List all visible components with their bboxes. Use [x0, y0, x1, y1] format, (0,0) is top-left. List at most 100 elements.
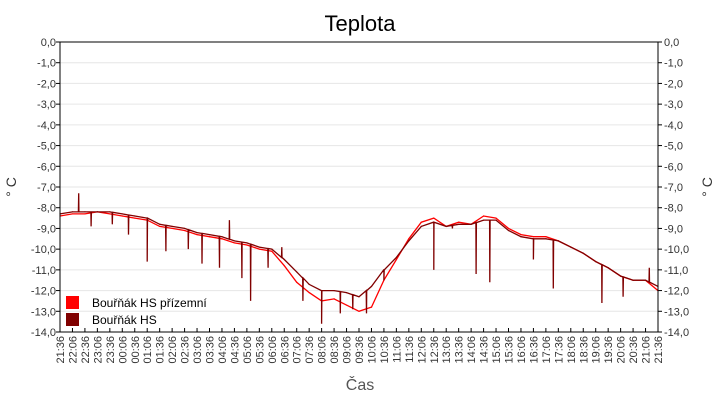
x-tick-label: 17:06: [541, 336, 553, 364]
data-point: [545, 238, 547, 240]
y-tick-label: -13,0: [31, 306, 56, 318]
data-point: [408, 240, 410, 242]
data-point: [183, 229, 186, 232]
data-point: [159, 225, 161, 227]
data-point: [620, 275, 622, 277]
y-tick-label: -5,0: [37, 141, 56, 153]
y-tick-label: -9,0: [664, 223, 683, 235]
data-point: [121, 213, 123, 215]
data-point: [408, 238, 410, 240]
data-point: [632, 279, 634, 281]
data-point: [570, 246, 572, 248]
y-tick-label: -11,0: [32, 265, 56, 277]
data-point: [395, 258, 397, 261]
data-point: [557, 240, 559, 242]
data-point: [171, 225, 173, 227]
y-tick-label: -8,0: [37, 203, 56, 215]
data-point: [221, 236, 223, 238]
data-point: [433, 217, 435, 219]
y-tick-label: -4,0: [37, 120, 56, 132]
x-tick-label: 17:36: [553, 336, 565, 364]
legend-swatch-prizemni: [66, 296, 79, 309]
x-tick-label: 11:06: [391, 336, 403, 363]
data-point: [271, 248, 273, 250]
data-point: [71, 211, 74, 213]
data-point: [308, 292, 310, 294]
x-tick-label: 01:06: [142, 336, 154, 364]
legend-label-prizemni: Bouřňák HS přízemní: [92, 296, 207, 310]
y-tick-label: -10,0: [31, 244, 56, 256]
x-tick-label: 13:06: [441, 336, 453, 364]
x-tick-label: 02:06: [167, 336, 179, 364]
y-tick-label: -11,0: [664, 265, 688, 277]
data-point: [520, 234, 522, 236]
data-point: [84, 211, 86, 213]
data-point: [420, 225, 422, 227]
y-tick-label: -12,0: [664, 286, 689, 298]
x-tick-label: 00:06: [117, 336, 129, 364]
x-tick-label: 04:36: [229, 336, 241, 364]
y-tick-label: -1,0: [37, 58, 56, 70]
data-point: [96, 211, 98, 213]
data-point: [321, 289, 323, 292]
data-point: [71, 213, 74, 215]
y-tick-label: -10,0: [664, 244, 689, 256]
x-tick-label: 15:36: [504, 336, 516, 364]
data-point: [507, 227, 510, 230]
x-tick-label: 16:06: [516, 336, 528, 364]
x-tick-label: 04:06: [217, 336, 229, 364]
x-tick-label: 01:36: [155, 336, 167, 364]
x-tick-label: 18:36: [578, 336, 590, 364]
x-tick-label: 10:36: [379, 336, 391, 364]
x-tick-label: 22:36: [80, 336, 92, 364]
y-tick-label: -2,0: [37, 78, 56, 90]
x-tick-label: 05:06: [242, 336, 254, 364]
data-point: [134, 217, 136, 219]
legend-swatch-hs: [66, 313, 79, 326]
data-point: [109, 213, 111, 215]
data-point: [246, 242, 248, 244]
data-point: [221, 238, 223, 240]
data-point: [595, 260, 597, 263]
data-point: [208, 236, 211, 238]
data-point: [532, 238, 535, 240]
data-point: [258, 246, 260, 248]
x-tick-label: 03:06: [192, 336, 204, 364]
y-tick-label: -13,0: [664, 306, 689, 318]
data-point: [134, 215, 136, 217]
y-tick-label: -1,0: [664, 58, 683, 70]
legend: Bouřňák HS přízemní Bouřňák HS: [66, 296, 207, 327]
x-tick-label: 05:36: [254, 336, 266, 364]
data-point: [233, 242, 236, 244]
y-tick-label: -2,0: [664, 78, 683, 90]
data-point: [296, 271, 298, 273]
data-point: [283, 258, 285, 261]
y-tick-label: -14,0: [664, 327, 689, 339]
data-point: [183, 227, 186, 230]
data-point: [233, 240, 236, 242]
x-tick-label: 06:06: [267, 336, 279, 364]
y-tick-label: -9,0: [37, 223, 56, 235]
x-tick-label: 09:06: [342, 336, 354, 364]
y-axis-right: 0,0 -1,0 -2,0 -3,0 -4,0 -5,0 -6,0 -7,0 -8,0 -9,0 -…: [658, 37, 689, 339]
data-point: [607, 267, 609, 269]
data-point: [146, 217, 148, 219]
y-tick-label: -4,0: [664, 120, 683, 132]
data-point: [333, 298, 335, 300]
data-point: [358, 296, 360, 298]
data-point: [171, 227, 173, 230]
data-point: [121, 215, 123, 217]
data-point: [644, 279, 647, 281]
data-point: [520, 236, 522, 238]
data-point: [109, 211, 111, 213]
x-tick-label: 21:06: [641, 336, 653, 364]
y-tick-label: -6,0: [664, 161, 683, 173]
data-point: [482, 215, 485, 217]
data-point: [495, 217, 497, 219]
series-lines: [59, 193, 659, 324]
data-point: [345, 292, 348, 294]
x-tick-label: 23:06: [92, 336, 104, 364]
series-line-hs: [59, 193, 659, 324]
x-tick-label: 08:36: [329, 336, 341, 364]
